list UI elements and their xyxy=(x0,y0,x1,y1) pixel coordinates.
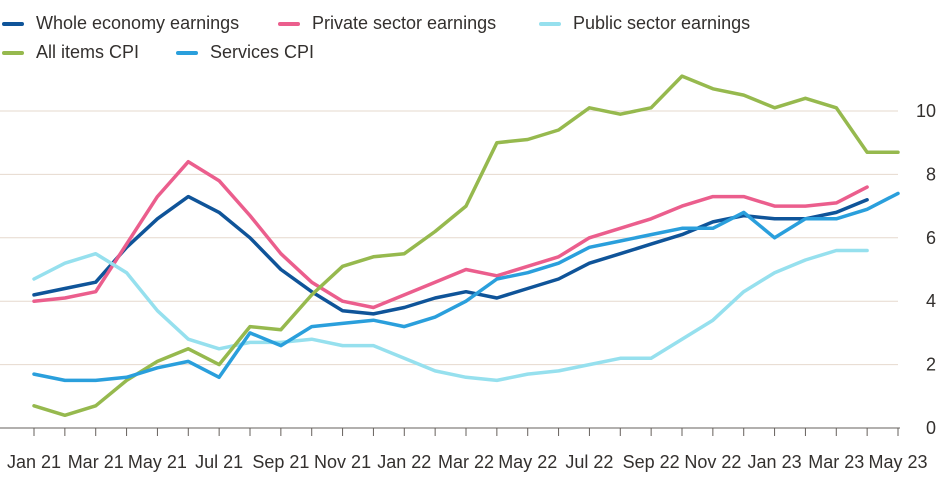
legend-item-services-cpi: Services CPI xyxy=(176,42,314,63)
series-line-all-items-cpi xyxy=(32,74,900,418)
legend-label-services-cpi: Services CPI xyxy=(210,42,315,62)
y-tick-label-10: 10 xyxy=(916,101,936,121)
legend-item-public-sector-earnings: Public sector earnings xyxy=(539,13,750,34)
x-tick-label: May 22 xyxy=(498,452,557,472)
x-tick-label: Jan 22 xyxy=(377,452,431,472)
x-tick-label: Jan 23 xyxy=(748,452,802,472)
legend-label-all-items-cpi: All items CPI xyxy=(36,42,140,62)
y-tick-label-4: 4 xyxy=(926,291,936,311)
legend-label-whole-economy: Whole economy earnings xyxy=(36,13,240,33)
series-line-public-sector-earnings xyxy=(32,248,869,383)
legend-swatch-public-sector xyxy=(539,21,561,26)
x-tick-label: Mar 22 xyxy=(438,452,494,472)
legend-swatch-all-items-cpi xyxy=(2,50,24,55)
x-tick-label: Jul 21 xyxy=(195,452,243,472)
x-tick-label: Jul 22 xyxy=(565,452,613,472)
legend-swatch-private-sector xyxy=(278,21,300,26)
x-axis: Jan 21 Mar 21 May 21 Jul 21 Sep 21 Nov 21 Jan … xyxy=(0,427,928,472)
x-tick-label: Mar 23 xyxy=(808,452,864,472)
x-tick-label: Nov 22 xyxy=(684,452,741,472)
legend-item-all-items-cpi: All items CPI xyxy=(2,42,139,63)
x-tick-label: May 23 xyxy=(868,452,927,472)
legend-swatch-whole-economy xyxy=(2,21,24,26)
y-tick-label-0: 0 xyxy=(926,418,936,438)
x-tick-label: Mar 21 xyxy=(68,452,124,472)
legend-item-private-sector-earnings: Private sector earnings xyxy=(278,13,496,34)
series-line-private-sector-earnings xyxy=(32,159,869,310)
x-tick-label: Jan 21 xyxy=(7,452,61,472)
legend-label-private-sector: Private sector earnings xyxy=(312,13,497,33)
y-tick-label-8: 8 xyxy=(926,164,936,184)
y-axis-labels: 0 2 4 6 8 10 xyxy=(916,101,936,438)
series-lines xyxy=(32,74,900,418)
legend-item-whole-economy-earnings: Whole economy earnings xyxy=(2,13,239,34)
legend-swatch-services-cpi xyxy=(176,50,198,55)
x-tick-label: Nov 21 xyxy=(314,452,371,472)
y-tick-label-2: 2 xyxy=(926,355,936,375)
legend: Whole economy earnings Private sector ea… xyxy=(0,0,940,70)
legend-label-public-sector: Public sector earnings xyxy=(573,13,751,33)
x-tick-label: May 21 xyxy=(128,452,187,472)
x-tick-label: Sep 21 xyxy=(252,452,309,472)
series-line-services-cpi xyxy=(32,191,900,383)
x-tick-label: Sep 22 xyxy=(623,452,680,472)
y-tick-label-6: 6 xyxy=(926,228,936,248)
